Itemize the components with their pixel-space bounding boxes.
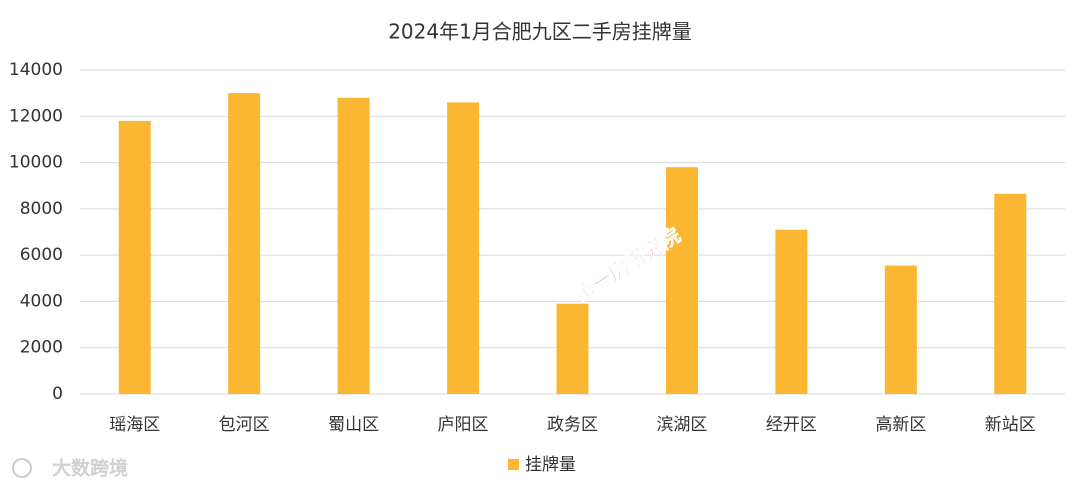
bar bbox=[556, 303, 589, 394]
legend-swatch bbox=[508, 459, 519, 470]
logo-text: 大数跨境 bbox=[52, 457, 128, 480]
bar bbox=[337, 97, 370, 395]
bar bbox=[665, 167, 698, 394]
bar bbox=[994, 193, 1027, 394]
x-tick-label: 庐阳区 bbox=[438, 415, 489, 435]
y-tick-label: 10000 bbox=[9, 153, 63, 173]
y-tick-label: 0 bbox=[52, 384, 63, 404]
bar bbox=[118, 120, 151, 395]
x-tick-label: 包河区 bbox=[219, 415, 270, 435]
bar bbox=[447, 102, 480, 395]
x-tick-label: 新站区 bbox=[985, 415, 1036, 435]
y-tick-label: 8000 bbox=[20, 199, 63, 219]
y-tick-label: 4000 bbox=[20, 291, 63, 311]
x-tick-label: 蜀山区 bbox=[328, 415, 379, 435]
logo-icon bbox=[12, 458, 32, 478]
y-tick-label: 12000 bbox=[9, 106, 63, 126]
bar bbox=[228, 93, 261, 395]
y-tick-label: 2000 bbox=[20, 338, 63, 358]
y-tick-label: 6000 bbox=[20, 245, 63, 265]
x-tick-label: 高新区 bbox=[875, 415, 926, 435]
x-tick-label: 瑶海区 bbox=[109, 415, 160, 435]
chart-title: 2024年1月合肥九区二手房挂牌量 bbox=[388, 20, 692, 44]
legend-label: 挂牌量 bbox=[525, 455, 576, 475]
x-tick-label: 滨湖区 bbox=[656, 415, 707, 435]
y-tick-label: 14000 bbox=[9, 60, 63, 80]
bar bbox=[884, 265, 917, 394]
bar bbox=[775, 229, 808, 394]
x-tick-label: 经开区 bbox=[766, 415, 817, 435]
x-tick-label: 政务区 bbox=[547, 415, 598, 435]
